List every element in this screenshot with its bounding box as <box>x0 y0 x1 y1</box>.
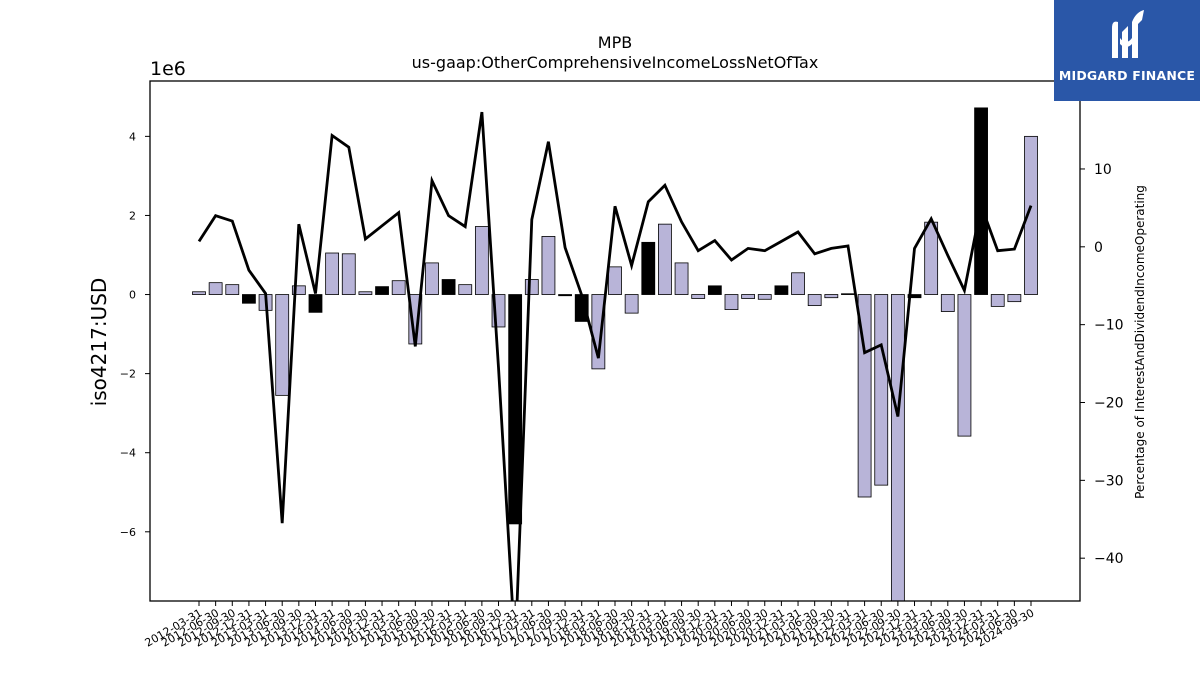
chart-title: MPB <box>598 33 632 52</box>
bar-2017-06-30 <box>541 236 556 295</box>
bar-2016-03-31 <box>458 284 473 295</box>
bar-2014-12-31 <box>375 286 389 295</box>
bar-2015-09-30 <box>425 262 439 295</box>
brand-logo: MIDGARD FINANCE <box>1054 0 1200 101</box>
bar-2014-06-30 <box>341 253 356 295</box>
bar-2021-12-31 <box>841 293 855 295</box>
bar-2018-09-30 <box>624 294 639 314</box>
bar-2017-09-30 <box>558 294 572 297</box>
bar-2018-06-30 <box>608 266 622 295</box>
y2-tick-label: −20 <box>1094 395 1124 411</box>
bar-2015-03-31 <box>391 280 406 295</box>
bar-2015-12-31 <box>441 279 456 295</box>
y-offset-label: 1e6 <box>150 58 186 80</box>
y-tick-label: −4 <box>120 447 136 460</box>
bar-2021-03-31 <box>791 272 805 295</box>
plot-frame <box>149 80 1081 602</box>
y-axis-label: iso4217:USD <box>87 278 111 407</box>
bar-2024-06-30 <box>1007 294 1022 303</box>
bar-2019-09-30 <box>691 294 706 299</box>
bar-2012-06-30 <box>208 282 223 295</box>
bar-2021-09-30 <box>824 294 839 299</box>
bar-2023-12-31 <box>974 107 988 295</box>
bar-2023-06-30 <box>940 294 955 312</box>
bar-2013-06-30 <box>275 294 290 396</box>
brand-name: MIDGARD FINANCE <box>1058 68 1196 83</box>
y-tick-label: −6 <box>120 526 136 539</box>
bar-2022-03-31 <box>857 294 872 498</box>
bar-2022-09-30 <box>890 294 905 601</box>
bar-2020-03-31 <box>724 294 739 310</box>
bar-2016-06-30 <box>474 226 489 295</box>
midgard-logo-icon <box>1112 10 1144 59</box>
y2-tick-label: −30 <box>1094 473 1124 489</box>
bar-2014-03-31 <box>325 252 340 295</box>
bar-2012-09-30 <box>225 284 240 295</box>
y-tick-label: 2 <box>129 209 136 222</box>
bar-2017-03-31 <box>524 279 539 295</box>
bar-2020-06-30 <box>741 294 756 299</box>
bar-2020-12-31 <box>774 285 789 295</box>
bar-2018-12-31 <box>641 241 656 295</box>
bar-2022-12-31 <box>907 294 922 299</box>
bar-2020-09-30 <box>757 294 772 300</box>
y2-tick-label: 0 <box>1094 240 1103 256</box>
bar-2023-03-31 <box>924 221 939 295</box>
y2-tick-label: −40 <box>1094 551 1124 567</box>
bar-2019-12-31 <box>707 285 722 295</box>
y2-axis-label: Percentage of InterestAndDividendIncomeO… <box>1133 185 1147 499</box>
bar-2019-06-30 <box>674 262 689 295</box>
bar-2016-12-31 <box>508 294 523 525</box>
y-tick-label: 4 <box>129 130 136 143</box>
bar-2021-06-30 <box>807 294 822 307</box>
bar-2012-12-31 <box>242 294 256 304</box>
bar-2023-09-30 <box>957 294 972 437</box>
bar-2012-03-31 <box>192 291 206 295</box>
y2-tick-label: 10 <box>1094 162 1112 178</box>
bar-2014-09-30 <box>358 291 373 295</box>
bar-2019-03-31 <box>658 223 672 295</box>
percentage-line <box>197 111 1033 601</box>
bar-2024-09-30 <box>1024 135 1038 295</box>
bar-2013-09-30 <box>291 285 306 295</box>
y2-tick-label: −10 <box>1094 318 1124 334</box>
chart-subtitle: us-gaap:OtherComprehensiveIncomeLossNetO… <box>412 53 819 72</box>
bar-2024-03-31 <box>990 294 1005 307</box>
y-tick-label: 0 <box>129 289 136 302</box>
bar-2022-06-30 <box>874 294 889 486</box>
bar-2013-12-31 <box>308 294 323 313</box>
y-tick-label: −2 <box>120 368 136 381</box>
